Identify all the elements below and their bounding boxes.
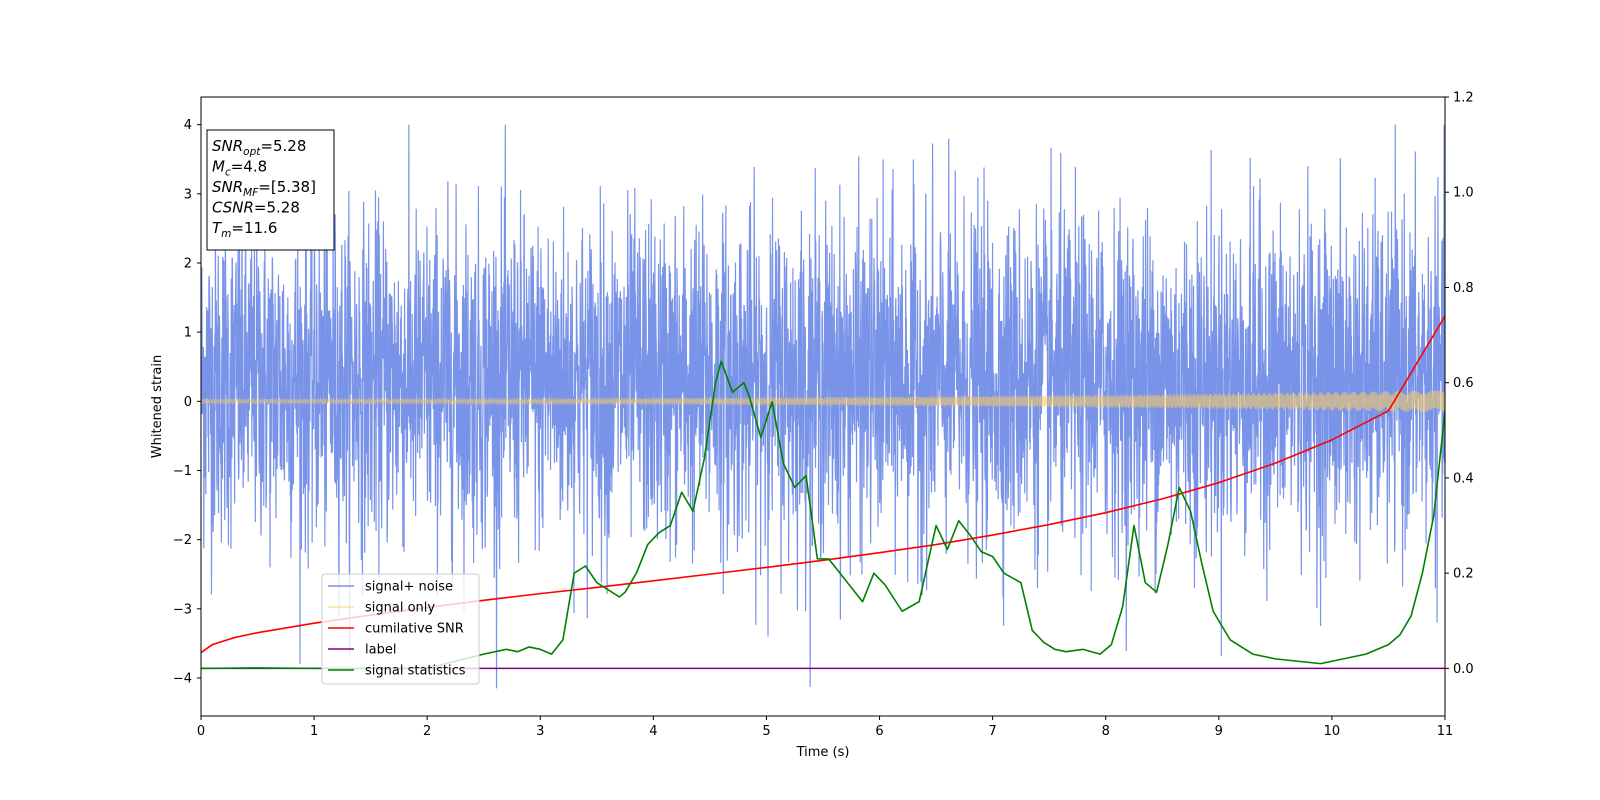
annotation-line: SNRopt=5.28 <box>212 137 306 158</box>
legend-frame <box>321 573 480 685</box>
x-tick-label: 9 <box>1215 724 1223 739</box>
annotation-symbol: T <box>212 219 223 237</box>
x-tick-label: 10 <box>1324 724 1341 739</box>
annotation-value: =5.28 <box>260 137 306 155</box>
x-tick-label: 2 <box>423 724 431 739</box>
y2-tick-label: 1.0 <box>1453 186 1474 201</box>
y2-tick-label: 1.2 <box>1453 91 1474 106</box>
y-axis-left: 4 3 2 1 0 −1 −2 −3 −4 <box>173 118 201 686</box>
annotation-symbol: CSNR <box>212 199 254 217</box>
legend-entry-signal-only: signal only <box>365 601 435 616</box>
x-tick-label: 1 <box>310 724 318 739</box>
y-axis-label: Whitened strain <box>150 355 165 458</box>
y-tick-label: 3 <box>184 187 192 202</box>
signal-statistics-line <box>201 360 1445 670</box>
x-tick-label: 5 <box>762 724 770 739</box>
annotation-box: SNRopt=5.28Mc=4.8SNRMF=[5.38]CSNR=5.28Tm… <box>206 129 335 251</box>
annotation-line: Tm=11.6 <box>212 219 277 240</box>
annotation-line: SNRMF=[5.38] <box>212 178 316 199</box>
annotation-subscript: MF <box>243 187 259 199</box>
y-tick-label: 0 <box>184 395 192 410</box>
x-tick-label: 0 <box>197 724 205 739</box>
plot-frame <box>200 96 1446 717</box>
annotation-value: =5.28 <box>254 199 300 217</box>
annotation-line: Mc=4.8 <box>212 158 267 179</box>
cumilative-snr-line <box>201 315 1445 654</box>
y-tick-label: 1 <box>184 326 192 341</box>
signal-noise-trace <box>201 124 1445 689</box>
signal-only-trace <box>201 390 1445 413</box>
annotation-line: CSNR=5.28 <box>212 199 300 217</box>
annotation-value: =[5.38] <box>258 178 316 196</box>
legend: signal+ noise signal only cumilative SNR la… <box>321 573 480 685</box>
legend-entry-signal-noise: signal+ noise <box>365 580 453 595</box>
legend-entry-cumilative-snr: cumilative SNR <box>365 622 464 637</box>
y-tick-label: −4 <box>173 671 192 686</box>
y2-tick-label: 0.4 <box>1453 471 1474 486</box>
legend-entry-signal-statistics: signal statistics <box>365 664 466 679</box>
y-tick-label: −2 <box>173 533 192 548</box>
x-axis: 0 1 2 3 4 5 6 7 8 9 10 11 <box>197 716 1453 739</box>
y-axis-right: 0.0 0.2 0.4 0.6 0.8 1.0 1.2 <box>1445 91 1474 677</box>
y-tick-label: −1 <box>173 464 192 479</box>
y-tick-label: 4 <box>184 118 192 133</box>
x-tick-label: 7 <box>988 724 996 739</box>
annotation-symbol: M <box>212 158 225 176</box>
x-axis-label: Time (s) <box>796 745 850 760</box>
y2-tick-label: 0.2 <box>1453 567 1474 582</box>
annotation-subscript: m <box>221 228 231 240</box>
signal-only-line <box>201 390 1445 413</box>
x-tick-label: 8 <box>1102 724 1110 739</box>
y-tick-label: 2 <box>184 256 192 271</box>
y2-tick-label: 0.8 <box>1453 281 1474 296</box>
signal-noise-line <box>201 124 1445 689</box>
annotation-subscript: c <box>225 167 231 179</box>
x-tick-label: 4 <box>649 724 657 739</box>
x-tick-label: 3 <box>536 724 544 739</box>
x-tick-label: 11 <box>1437 724 1454 739</box>
legend-entry-label: label <box>365 643 396 658</box>
annotation-frame <box>206 129 335 251</box>
annotation-symbol: SNR <box>212 137 243 155</box>
annotation-value: =4.8 <box>231 158 267 176</box>
annotation-subscript: opt <box>243 146 261 158</box>
annotation-value: =11.6 <box>231 219 277 237</box>
y2-tick-label: 0.6 <box>1453 376 1474 391</box>
y-tick-label: −3 <box>173 602 192 617</box>
y2-tick-label: 0.0 <box>1453 662 1474 677</box>
x-tick-label: 6 <box>875 724 883 739</box>
annotation-symbol: SNR <box>212 178 243 196</box>
